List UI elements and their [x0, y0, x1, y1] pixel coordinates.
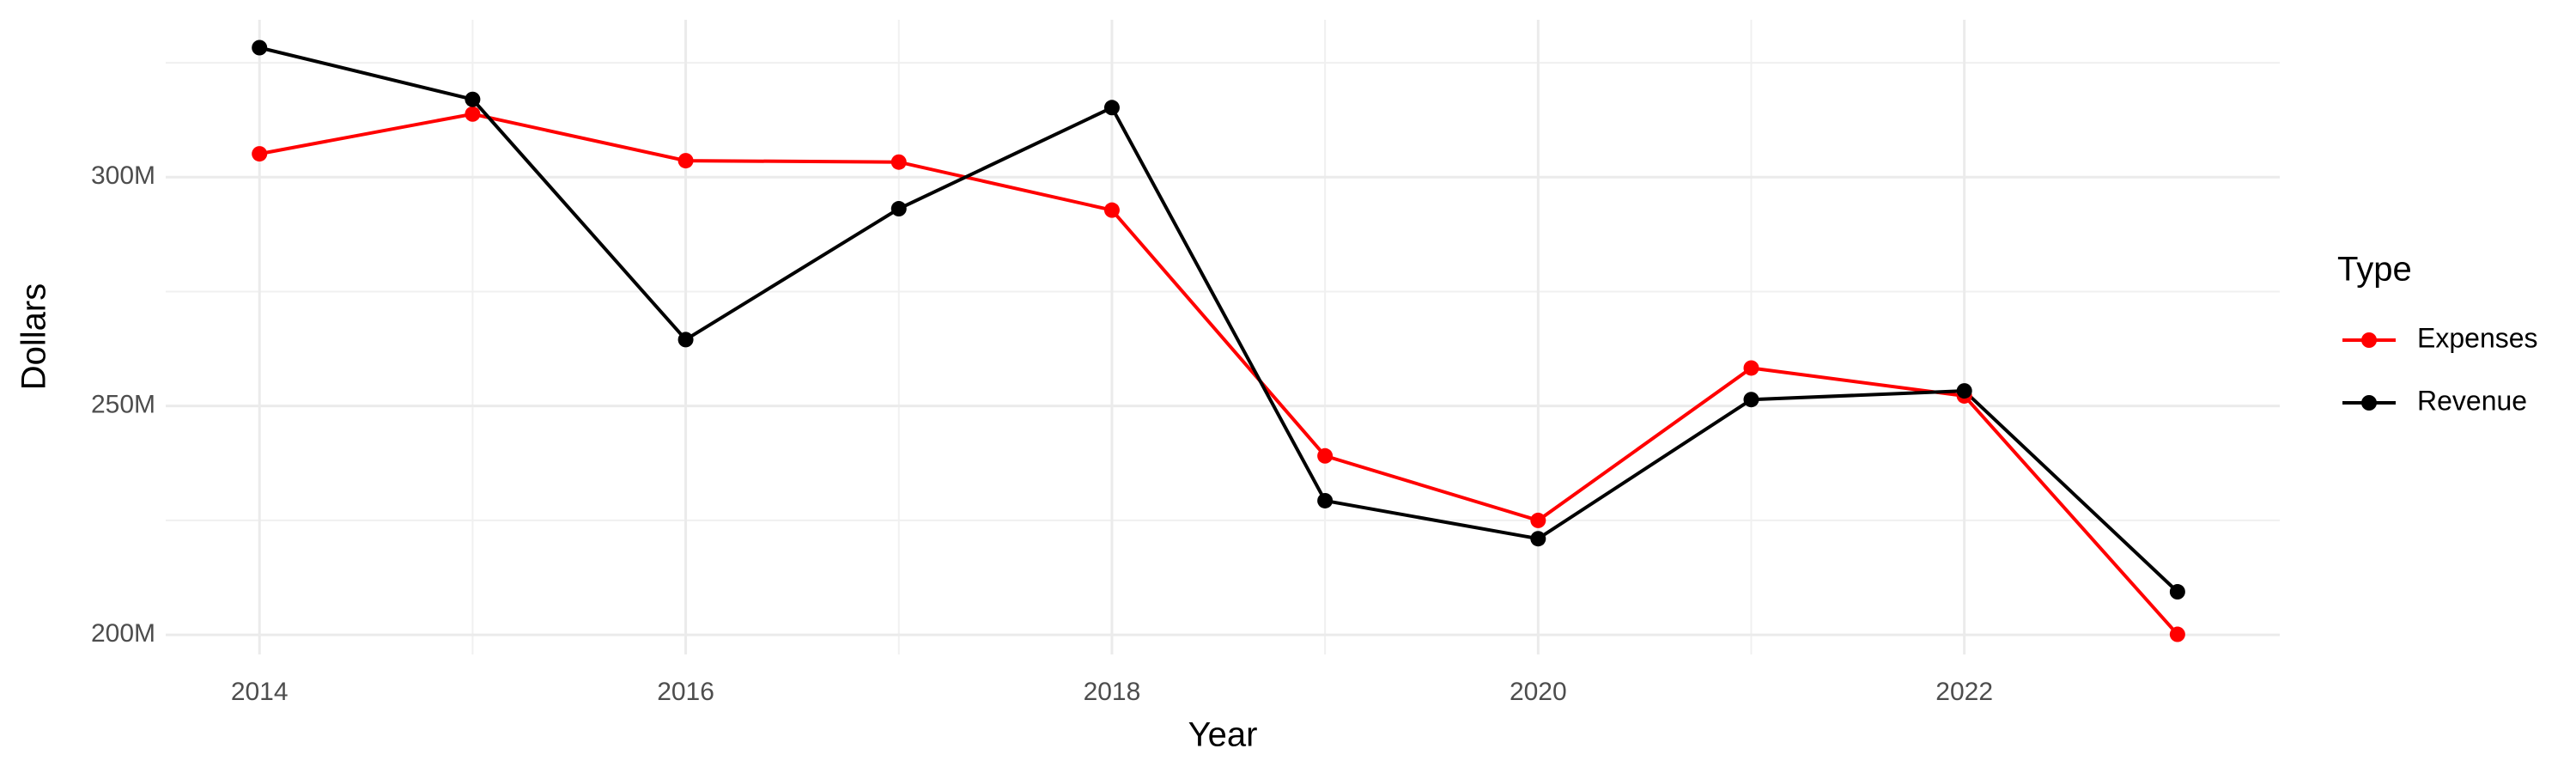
x-tick-label: 2014: [231, 678, 289, 706]
data-point: [2169, 584, 2185, 600]
series-line: [258, 112, 2179, 636]
legend-label: Expenses: [2417, 322, 2538, 353]
data-point: [677, 153, 694, 169]
data-point: [1743, 360, 1759, 376]
data-point: [677, 332, 694, 348]
data-point: [1103, 202, 1120, 218]
y-tick-label: 300M: [91, 161, 155, 190]
data-point: [1530, 512, 1546, 528]
data-point: [1103, 100, 1120, 116]
x-tick-label: 2020: [1510, 678, 1567, 706]
data-point: [1317, 447, 1334, 464]
legend-marker: [2361, 332, 2377, 348]
data-point: [465, 91, 481, 107]
data-point: [252, 40, 268, 56]
x-axis-title: Year: [1188, 716, 1258, 754]
data-point: [465, 106, 481, 122]
legend-marker: [2361, 395, 2377, 411]
x-tick-label: 2022: [1935, 678, 1993, 706]
data-point: [1956, 383, 1972, 399]
data-point: [890, 201, 907, 217]
legend-label: Revenue: [2417, 385, 2527, 416]
data-point: [2169, 626, 2185, 642]
series-line: [258, 46, 2179, 593]
y-tick-label: 200M: [91, 619, 155, 648]
y-tick-label: 250M: [91, 391, 155, 419]
data-point: [252, 146, 268, 162]
data-point: [890, 154, 907, 170]
y-axis-title: Dollars: [15, 283, 53, 390]
x-tick-label: 2018: [1084, 678, 1141, 706]
data-point: [1317, 492, 1334, 508]
data-point: [1530, 531, 1546, 547]
grid: [166, 20, 2280, 654]
legend-title: Type: [2337, 251, 2412, 289]
x-tick-label: 2016: [657, 678, 714, 706]
data-point: [1743, 392, 1759, 408]
